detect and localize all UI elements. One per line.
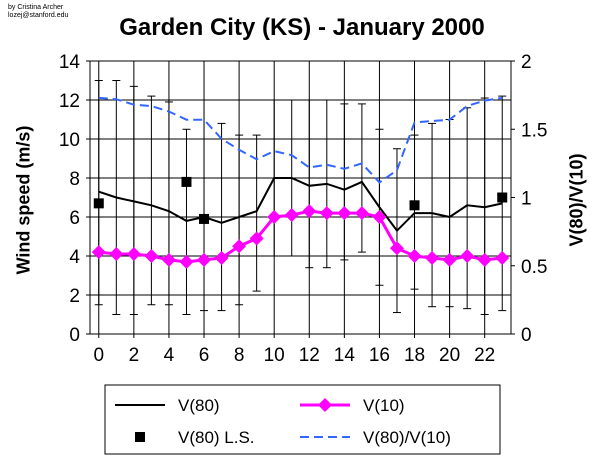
data-point-v80-ls [181,176,192,187]
x-tick-label: 12 [299,345,320,366]
x-tick-label: 20 [439,345,460,366]
y-tick-label: 6 [69,208,80,229]
data-point-v10 [477,252,492,267]
data-point-v10 [354,206,369,221]
y2-tick-label: 0 [521,325,532,346]
y-tick-label: 10 [59,130,80,151]
y2-tick-label: 2 [521,52,532,73]
data-point-v10 [109,247,124,262]
data-point-v10 [179,254,194,269]
data-point-v10 [126,247,141,262]
y-tick-label: 0 [69,325,80,346]
legend-v80-ls-label: V(80) L.S. [178,428,255,447]
legend-v80-label: V(80) [178,396,220,415]
x-tick-label: 16 [369,345,390,366]
data-point-v80-ls [497,192,508,203]
series-line-v80 [98,177,503,233]
data-point-v80-ls [409,200,420,211]
legend-swatch-marker [318,398,332,412]
credit-line-1: by Cristina Archer [8,4,64,11]
series-line-v10 [98,209,503,264]
x-tick-label: 22 [474,345,495,366]
x-tick-label: 2 [129,345,140,366]
data-point-v80-ls [93,198,104,209]
series-line-ratio [98,96,503,184]
x-tick-label: 10 [264,345,285,366]
x-tick-label: 14 [334,345,356,366]
data-point-v10 [425,250,440,265]
data-point-v10 [389,241,404,256]
legend-box [104,384,501,455]
data-point-v10 [302,204,317,219]
data-point-v10 [460,249,475,263]
data-point-v80-ls [199,213,210,224]
y2-tick-label: 0.5 [521,257,547,278]
y-tick-label: 4 [69,247,80,268]
legend-swatch-marker [135,432,145,442]
data-point-v10 [197,252,212,267]
y-tick-label: 14 [59,52,81,73]
x-tick-label: 8 [234,345,245,366]
data-point-v10 [267,210,282,224]
y-tick-label: 8 [69,169,80,190]
x-tick-label: 4 [164,345,175,366]
y2-tick-label: 1 [521,189,532,210]
data-point-v10 [249,231,264,246]
data-point-v10 [232,239,247,254]
legend-v10-label: V(10) [363,396,405,415]
data-point-v10 [407,249,422,263]
data-point-v10 [161,252,176,267]
chart-title: Garden City (KS) - January 2000 [119,14,485,41]
data-point-v10 [214,250,229,265]
data-point-v10 [442,252,457,267]
y-tick-label: 12 [59,91,80,112]
x-tick-label: 18 [404,345,425,366]
x-tick-label: 6 [199,345,210,366]
data-point-v10 [284,208,299,223]
data-point-v10 [144,249,159,263]
y2-tick-label: 1.5 [521,120,547,141]
data-point-v10 [495,250,510,265]
y-tick-label: 2 [69,286,80,307]
data-point-v10 [319,206,334,221]
x-tick-label: 0 [93,345,104,366]
plot-area [89,60,512,335]
data-point-v10 [91,245,106,260]
credit-line-2: lozej@stanford.edu [8,12,69,19]
legend-ratio-label: V(80)/V(10) [363,428,451,447]
data-point-v10 [372,210,387,224]
data-point-v10 [337,206,352,221]
